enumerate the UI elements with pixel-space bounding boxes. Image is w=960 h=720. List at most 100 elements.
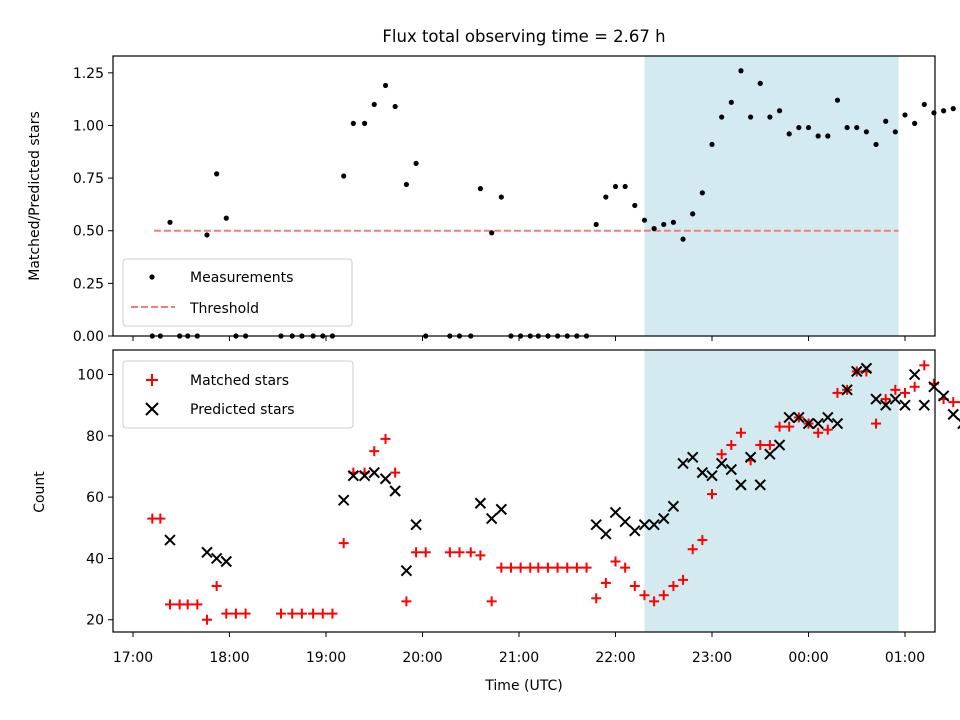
bottom-plot-frame xyxy=(112,349,936,633)
measurement-point xyxy=(776,108,783,114)
measurement-point xyxy=(844,124,850,131)
matched-star-point xyxy=(755,440,766,451)
measurement-point xyxy=(815,133,821,139)
measurement-point xyxy=(477,186,483,192)
predicted-star-point xyxy=(889,393,902,405)
measurement-point xyxy=(709,141,715,148)
bottom-y-tick-label: 20 xyxy=(86,613,104,629)
predicted-star-point xyxy=(764,448,776,460)
predicted-star-point xyxy=(937,390,950,402)
measurement-point xyxy=(661,221,667,228)
predicted-star-point xyxy=(619,515,631,528)
matched-star-point xyxy=(515,562,526,573)
predicted-star-point xyxy=(706,469,718,482)
matched-star-point xyxy=(275,608,286,619)
matched-star-point xyxy=(649,596,660,607)
predicted-star-point xyxy=(337,494,350,506)
predicted-star-point xyxy=(358,469,371,482)
measurement-point xyxy=(728,99,734,105)
matched-star-point xyxy=(948,397,959,408)
predicted-star-point xyxy=(648,519,660,531)
predicted-star-point xyxy=(201,546,213,559)
predicted-star-point xyxy=(899,399,911,411)
predicted-star-point xyxy=(485,512,498,525)
predicted-star-point xyxy=(928,381,940,393)
matched-star-point xyxy=(687,544,698,555)
measurement-point xyxy=(680,236,686,242)
matched-star-point xyxy=(420,547,431,558)
measurement-point xyxy=(403,181,410,188)
predicted-star-point xyxy=(773,439,786,451)
matched-star-point xyxy=(296,608,307,619)
matched-star-point xyxy=(890,384,901,395)
matched-star-point xyxy=(533,562,544,573)
matched-star-point xyxy=(380,433,391,444)
predicted-star-point xyxy=(879,399,892,411)
legend-measurements-label: Measurements xyxy=(190,270,293,286)
measurement-point xyxy=(362,120,368,126)
matched-star-point xyxy=(600,577,611,588)
matched-star-point xyxy=(658,590,669,601)
predicted-star-point xyxy=(629,525,641,537)
predicted-star-point xyxy=(495,503,508,516)
matched-star-point xyxy=(678,574,689,585)
predicted-star-point xyxy=(870,393,882,405)
predicted-star-point xyxy=(686,451,699,463)
matched-star-point xyxy=(155,513,166,524)
top-highlight-span xyxy=(644,56,899,336)
top-plot-frame xyxy=(112,55,936,337)
predicted-star-point xyxy=(347,469,360,482)
bottom-x-tick-label: 18:00 xyxy=(209,650,249,666)
matched-star-point xyxy=(444,547,455,558)
measurement-point xyxy=(699,190,705,196)
matched-star-point xyxy=(308,608,319,619)
measurement-point xyxy=(498,194,504,200)
predicted-star-point xyxy=(831,417,844,430)
matched-star-point xyxy=(639,590,650,601)
bottom-x-tick-label: 21:00 xyxy=(499,650,539,666)
matched-star-point xyxy=(726,440,737,451)
measurement-point xyxy=(748,114,754,120)
matched-star-point xyxy=(390,467,401,478)
measurement-point xyxy=(873,141,879,148)
bottom-x-tick-label: 17:00 xyxy=(113,650,153,666)
matched-star-point xyxy=(620,562,631,573)
predicted-star-point xyxy=(210,552,223,565)
measurement-point xyxy=(223,215,229,221)
predicted-star-point xyxy=(754,479,766,491)
matched-star-point xyxy=(571,562,582,573)
measurement-point xyxy=(883,118,889,124)
matched-star-point xyxy=(591,593,602,604)
bottom-legend: Matched stars Predicted stars xyxy=(122,360,354,429)
matched-star-point xyxy=(832,387,843,398)
measurement-point xyxy=(350,120,356,126)
measurement-point xyxy=(392,103,398,110)
top-marks xyxy=(149,68,956,339)
bottom-x-axis: 17:00 18:00 19:00 20:00 21:00 22:00 23:00 00:00… xyxy=(113,632,925,666)
matched-star-point xyxy=(201,614,212,625)
measurement-point xyxy=(413,160,419,166)
legend-measurements-marker xyxy=(149,274,155,280)
measurement-point xyxy=(603,194,609,200)
measurement-point xyxy=(204,232,210,238)
measurement-point xyxy=(651,226,657,232)
bottom-y-tick-label: 100 xyxy=(77,368,104,384)
measurement-point xyxy=(641,217,648,223)
matched-star-point xyxy=(317,608,328,619)
predicted-star-point xyxy=(220,555,232,568)
predicted-star-point xyxy=(812,417,824,430)
matched-star-point xyxy=(454,547,465,558)
top-legend-box xyxy=(122,258,353,327)
matched-star-point xyxy=(486,596,497,607)
predicted-star-point xyxy=(474,497,487,509)
bottom-x-tick-label: 19:00 xyxy=(306,650,346,666)
matched-star-point xyxy=(668,581,679,592)
matched-star-point xyxy=(880,394,891,405)
measurement-point xyxy=(632,202,638,209)
measurement-point xyxy=(854,124,860,131)
predicted-star-point xyxy=(802,417,815,430)
matched-star-point xyxy=(900,387,910,398)
bottom-x-tick-label: 22:00 xyxy=(595,650,635,666)
matched-star-point xyxy=(287,608,298,619)
top-chart-title: Flux total observing time = 2.67 h xyxy=(382,27,665,46)
